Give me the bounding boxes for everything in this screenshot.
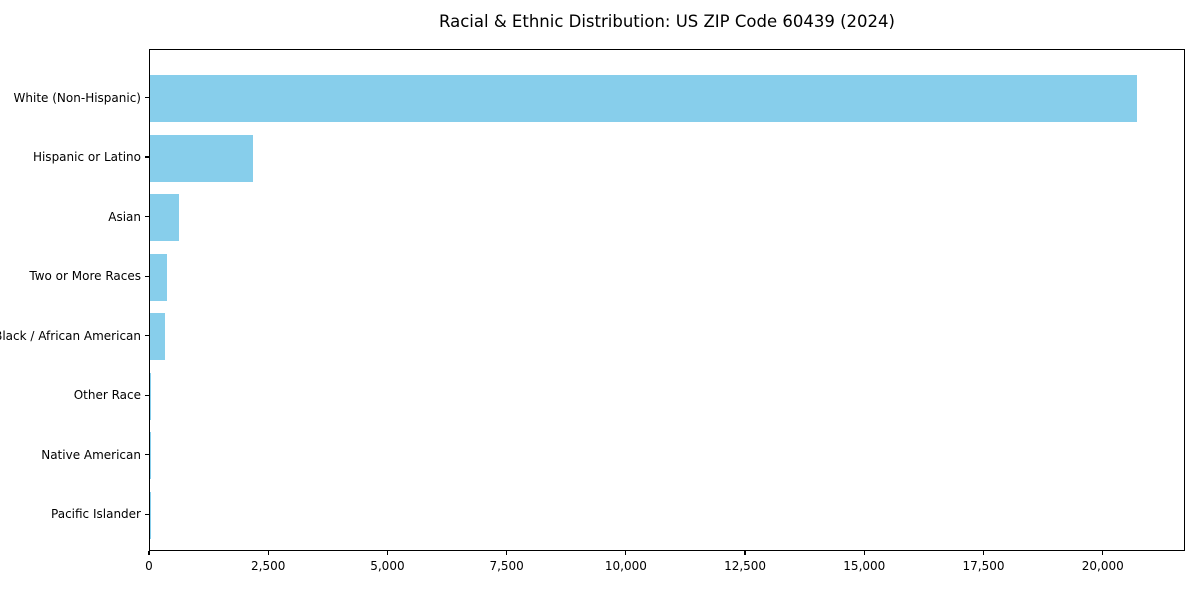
y-tick-label: White (Non-Hispanic) — [13, 90, 141, 105]
x-tick-mark — [1102, 551, 1104, 555]
bar — [150, 134, 253, 182]
bar — [150, 432, 151, 480]
x-tick-label: 7,500 — [489, 559, 524, 573]
plot-area — [149, 49, 1185, 551]
x-tick-label: 15,000 — [843, 559, 886, 573]
x-tick-mark — [506, 551, 508, 555]
x-tick-mark — [863, 551, 865, 555]
y-tick-mark — [145, 216, 149, 218]
x-tick-label: 20,000 — [1081, 559, 1124, 573]
x-tick-mark — [625, 551, 627, 555]
y-tick-label: Two or More Races — [29, 269, 141, 284]
bar — [150, 313, 166, 361]
x-tick-label: 5,000 — [370, 559, 405, 573]
x-tick-mark — [267, 551, 269, 555]
bar — [150, 194, 180, 242]
y-tick-mark — [145, 156, 149, 158]
chart-title: Racial & Ethnic Distribution: US ZIP Cod… — [439, 12, 895, 31]
bar — [150, 372, 152, 420]
x-tick-mark — [148, 551, 150, 555]
y-tick-mark — [145, 454, 149, 456]
y-tick-label: Hispanic or Latino — [32, 150, 141, 165]
y-tick-label: Native American — [41, 447, 141, 462]
x-tick-mark — [386, 551, 389, 555]
x-tick-mark — [744, 551, 746, 555]
y-tick-label: Pacific Islander — [51, 507, 141, 522]
y-tick-mark — [145, 394, 149, 396]
x-tick-label: 0 — [145, 559, 153, 573]
y-tick-mark — [145, 275, 149, 277]
y-tick-label: Asian — [108, 209, 141, 224]
x-tick-label: 10,000 — [604, 559, 647, 573]
y-tick-mark — [145, 335, 149, 337]
x-tick-label: 12,500 — [724, 559, 767, 573]
y-tick-label: Black / African American — [0, 328, 141, 343]
bar — [150, 75, 1137, 122]
y-tick-mark — [145, 96, 149, 99]
bar — [150, 253, 168, 301]
x-tick-label: 2,500 — [251, 559, 286, 573]
y-tick-label: Other Race — [73, 388, 141, 403]
x-tick-mark — [982, 551, 985, 555]
y-tick-mark — [145, 513, 149, 515]
x-tick-label: 17,500 — [962, 559, 1005, 573]
